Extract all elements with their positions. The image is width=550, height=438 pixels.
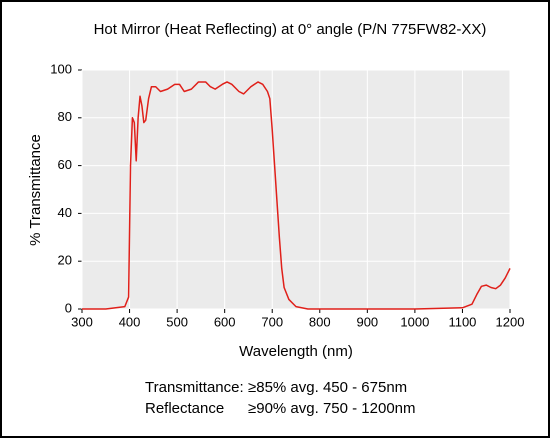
x-tick-label: 600 xyxy=(214,314,236,329)
data-line xyxy=(82,81,511,310)
annotation-label: Reflectance xyxy=(145,400,224,417)
y-tick-label: 100 xyxy=(50,61,72,76)
annotation-text: ≥85% avg. 450 - 675nm xyxy=(248,379,407,396)
y-tick-label: 20 xyxy=(58,253,72,268)
x-tick-label: 1200 xyxy=(496,314,525,329)
y-tick-label: 80 xyxy=(58,109,72,124)
annotation-label: Transmittance: xyxy=(145,379,244,396)
chart-title: Hot Mirror (Heat Reflecting) at 0° angle… xyxy=(94,21,487,38)
x-tick-label: 400 xyxy=(119,314,141,329)
x-axis-label: Wavelength (nm) xyxy=(239,343,353,360)
x-tick-label: 900 xyxy=(356,314,378,329)
x-tick-label: 300 xyxy=(71,314,93,329)
annotation-text: ≥90% avg. 750 - 1200nm xyxy=(248,400,416,417)
x-tick-label: 800 xyxy=(309,314,331,329)
y-tick-label: 0 xyxy=(65,300,72,315)
x-tick-label: 1100 xyxy=(448,314,476,329)
y-axis-label: % Transmittance xyxy=(27,134,44,246)
y-tick-label: 40 xyxy=(58,205,72,220)
x-tick-label: 500 xyxy=(166,314,188,329)
x-tick-label: 1000 xyxy=(400,314,429,329)
x-tick-label: 700 xyxy=(261,314,283,329)
y-tick-label: 60 xyxy=(58,157,72,172)
plot-area xyxy=(82,70,510,309)
